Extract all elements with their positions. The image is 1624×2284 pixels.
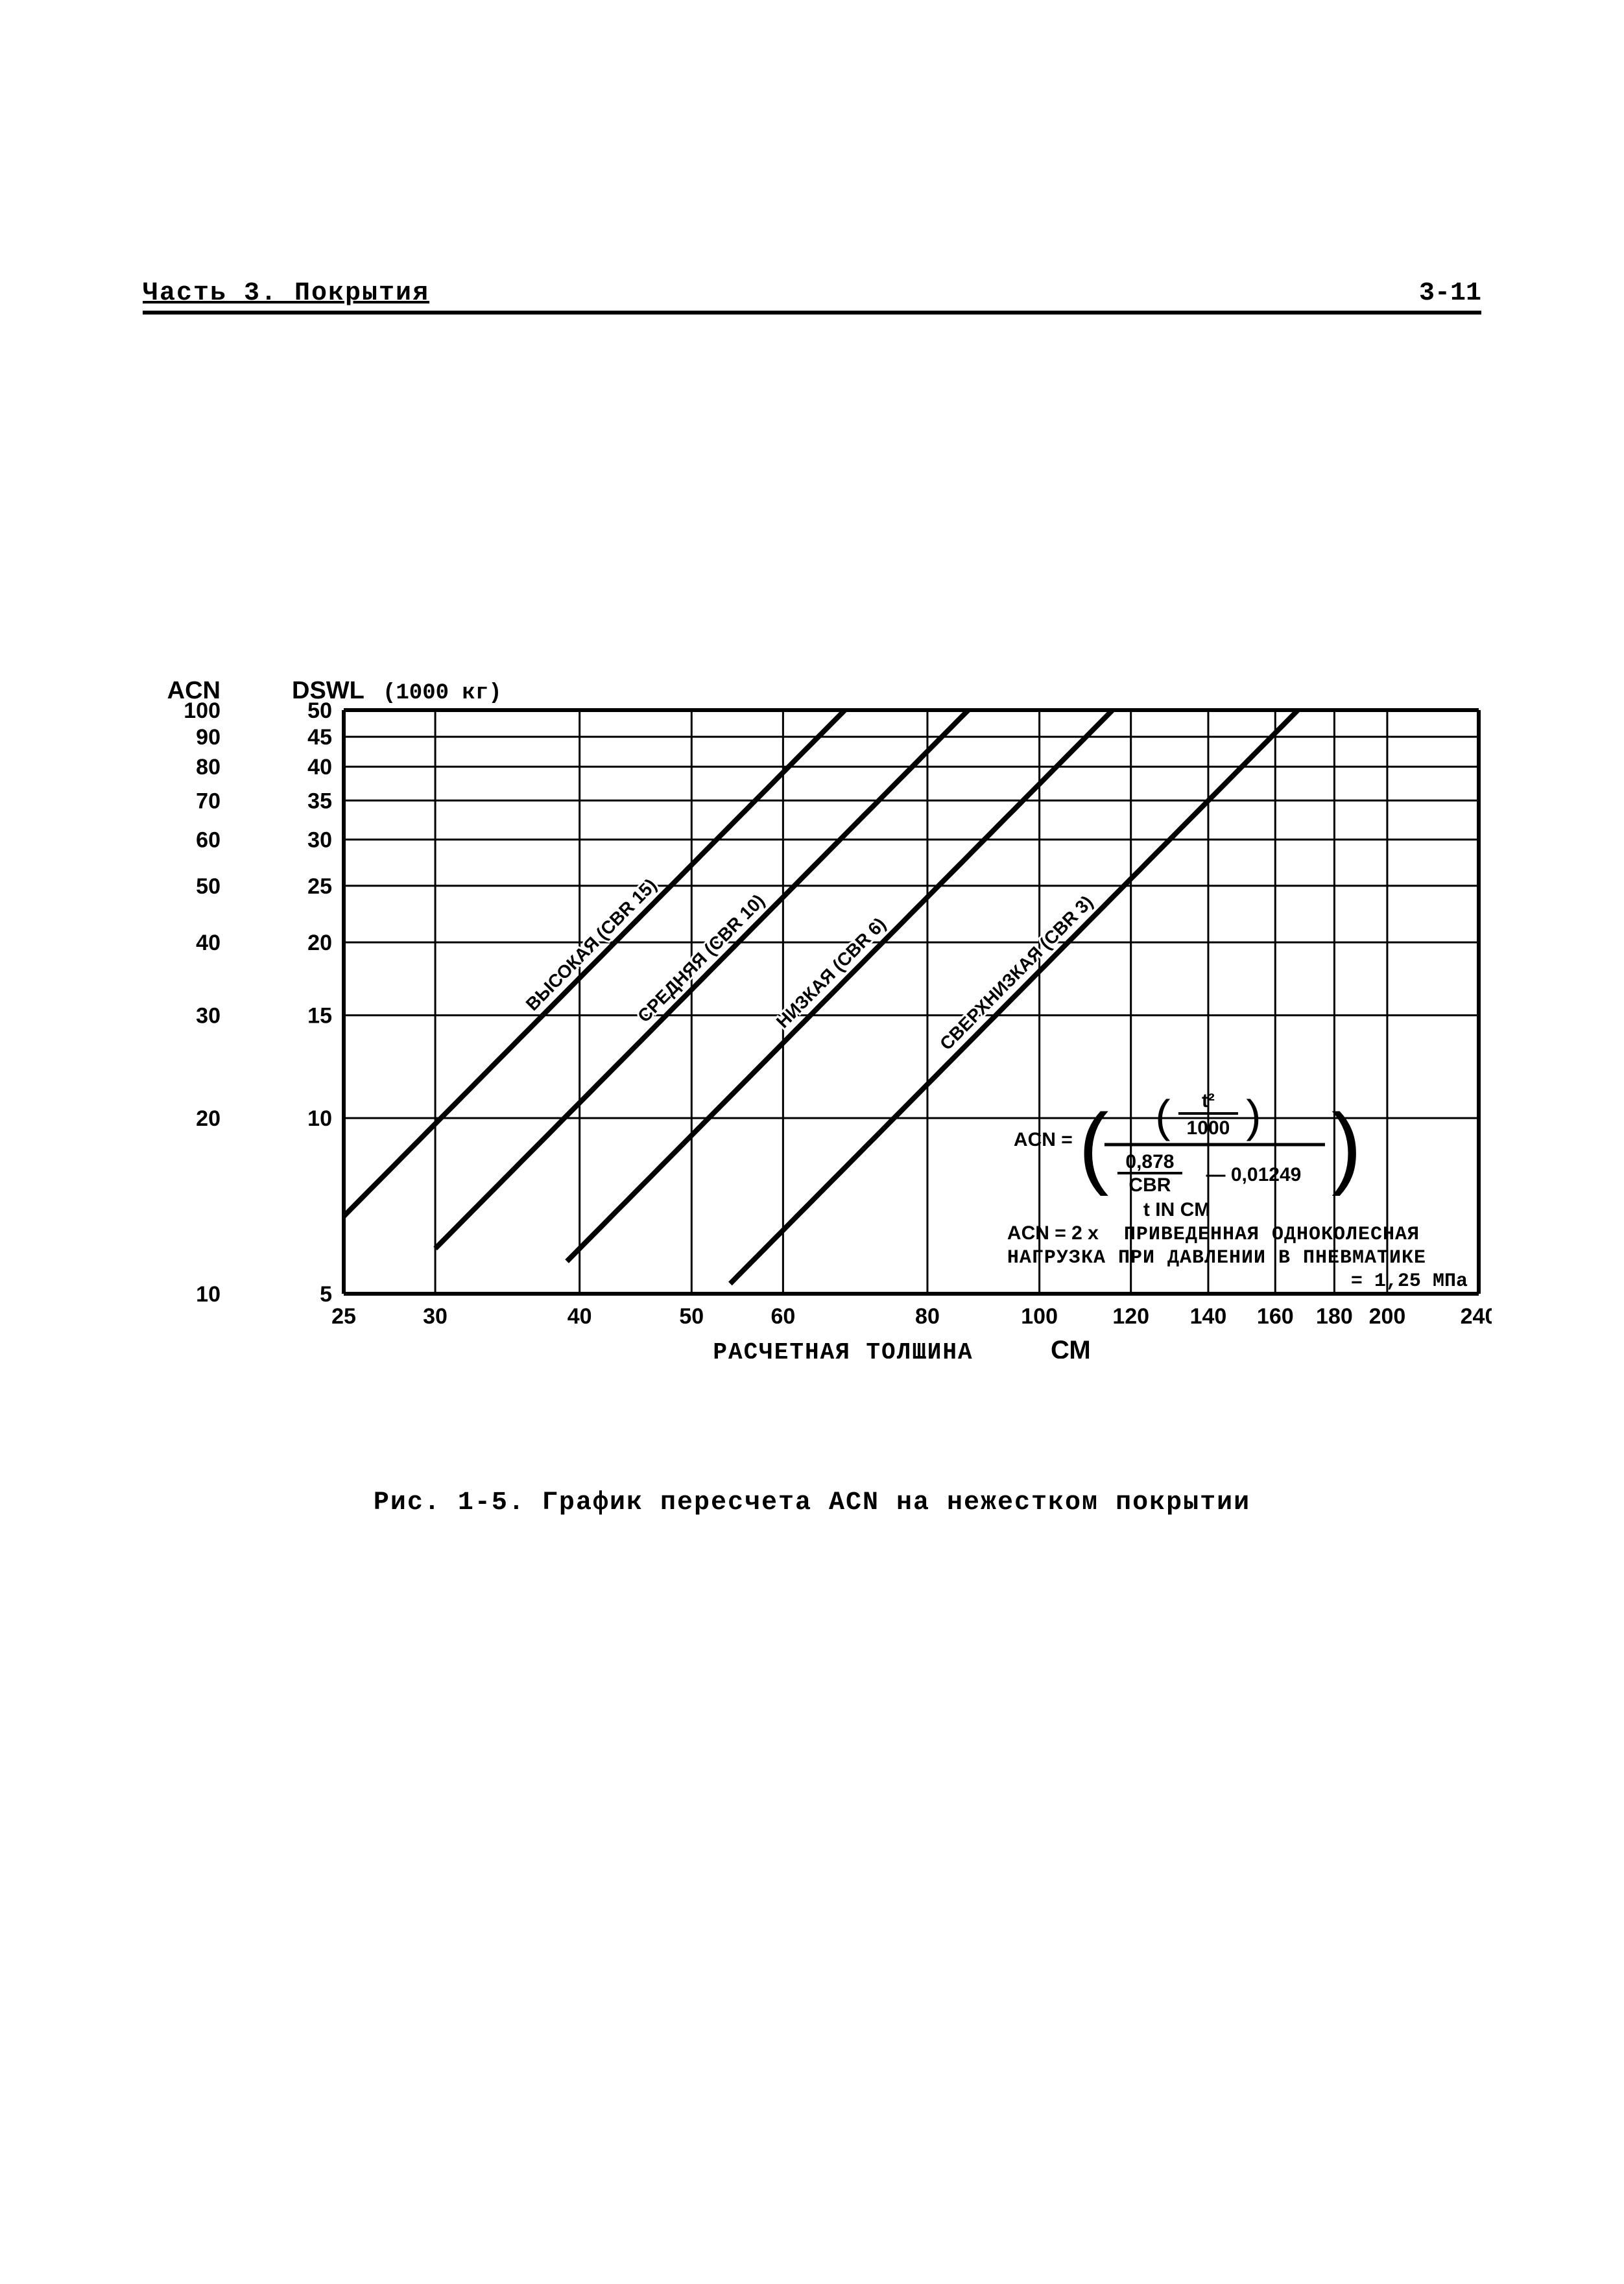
figure-caption: Рис. 1-5. График пересчета ACN на нежест…: [143, 1488, 1481, 1517]
svg-text:120: 120: [1112, 1304, 1149, 1329]
header-right: 3-11: [1419, 279, 1481, 308]
svg-text:25: 25: [331, 1304, 356, 1329]
svg-text:НАГРУЗКА ПРИ ДАВЛЕНИИ В ПНЕВМА: НАГРУЗКА ПРИ ДАВЛЕНИИ В ПНЕВМАТИКЕ: [1007, 1247, 1426, 1269]
svg-text:60: 60: [196, 828, 221, 853]
svg-text:240: 240: [1461, 1304, 1492, 1329]
svg-text:t IN CM: t IN CM: [1143, 1199, 1210, 1220]
svg-text:— 0,01249: — 0,01249: [1206, 1164, 1302, 1185]
svg-text:DSWL: DSWL: [292, 677, 364, 704]
svg-text:ПРИВЕДЕННАЯ ОДНОКОЛЕСНАЯ: ПРИВЕДЕННАЯ ОДНОКОЛЕСНАЯ: [1124, 1224, 1420, 1246]
svg-text:80: 80: [915, 1304, 940, 1329]
svg-text:90: 90: [196, 725, 221, 750]
svg-text:СРЕДНЯЯ (CBR 10): СРЕДНЯЯ (CBR 10): [634, 890, 769, 1026]
svg-text:ACN =: ACN =: [1014, 1129, 1073, 1150]
svg-text:30: 30: [196, 1004, 221, 1029]
svg-text:): ): [1246, 1091, 1261, 1141]
svg-text:50: 50: [679, 1304, 704, 1329]
svg-text:160: 160: [1257, 1304, 1294, 1329]
header-left: Часть 3. Покрытия: [143, 279, 429, 308]
svg-text:45: 45: [307, 725, 332, 750]
svg-text:180: 180: [1316, 1304, 1353, 1329]
svg-text:40: 40: [567, 1304, 592, 1329]
svg-text:= 1,25 МПа: = 1,25 МПа: [1351, 1270, 1468, 1292]
svg-text:СМ: СМ: [1051, 1336, 1091, 1359]
svg-text:30: 30: [423, 1304, 448, 1329]
svg-text:): ): [1331, 1095, 1362, 1196]
svg-text:40: 40: [307, 755, 332, 779]
svg-text:ACN: ACN: [167, 677, 221, 704]
svg-text:20: 20: [196, 1106, 221, 1131]
svg-text:ACN = 2 x: ACN = 2 x: [1007, 1222, 1099, 1244]
svg-text:35: 35: [307, 789, 332, 813]
svg-text:100: 100: [1021, 1304, 1058, 1329]
svg-text:10: 10: [196, 1282, 221, 1307]
svg-text:1000: 1000: [1187, 1117, 1230, 1139]
svg-text:25: 25: [307, 874, 332, 899]
page-header: Часть 3. Покрытия 3-11: [143, 279, 1481, 315]
svg-text:0,878: 0,878: [1125, 1151, 1174, 1172]
svg-text:70: 70: [196, 789, 221, 813]
svg-text:НИЗКАЯ (CBR 6): НИЗКАЯ (CBR 6): [772, 914, 890, 1032]
svg-text:(: (: [1155, 1091, 1170, 1141]
chart-container: 10 20 30 40 50 60 70 80 90 100 5 10 15 20 25 30 35 40 45 50…: [156, 665, 1481, 1359]
svg-text:t²: t²: [1202, 1090, 1215, 1112]
svg-text:ВЫСОКАЯ (CBR 15): ВЫСОКАЯ (CBR 15): [522, 875, 661, 1014]
svg-text:30: 30: [307, 828, 332, 853]
svg-text:140: 140: [1190, 1304, 1227, 1329]
svg-text:5: 5: [320, 1282, 332, 1307]
svg-text:(1000 кг): (1000 кг): [383, 681, 502, 706]
svg-text:10: 10: [307, 1106, 332, 1131]
svg-text:20: 20: [307, 931, 332, 955]
acn-chart: 10 20 30 40 50 60 70 80 90 100 5 10 15 20 25 30 35 40 45 50…: [156, 665, 1492, 1359]
svg-text:(: (: [1079, 1095, 1109, 1196]
svg-text:80: 80: [196, 755, 221, 779]
svg-text:60: 60: [770, 1304, 795, 1329]
svg-text:РАСЧЕТНАЯ ТОЛЩИНА: РАСЧЕТНАЯ ТОЛЩИНА: [713, 1339, 973, 1359]
page: Часть 3. Покрытия 3-11 10 20 30 40 50 60 70 80 9…: [0, 0, 1624, 2284]
svg-text:СВЕРХНИЗКАЯ (CBR 3): СВЕРХНИЗКАЯ (CBR 3): [936, 892, 1097, 1054]
svg-text:200: 200: [1369, 1304, 1406, 1329]
svg-text:50: 50: [196, 874, 221, 899]
svg-text:15: 15: [307, 1004, 332, 1029]
svg-text:40: 40: [196, 931, 221, 955]
svg-text:CBR: CBR: [1128, 1174, 1171, 1196]
